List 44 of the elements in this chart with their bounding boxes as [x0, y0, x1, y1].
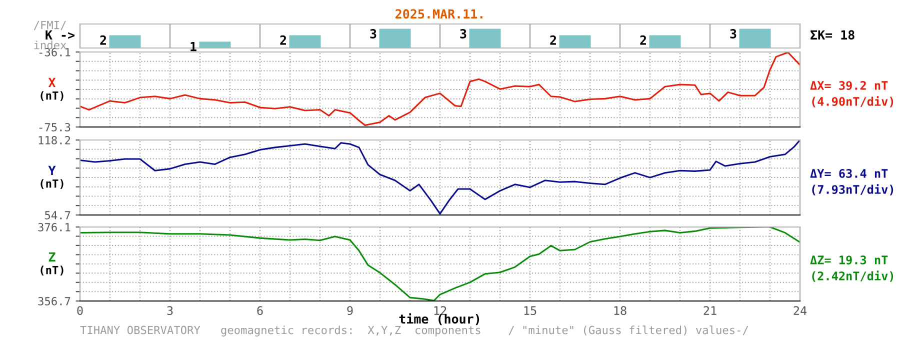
y-tick-label: 356.7 — [38, 297, 70, 306]
y-axis-title: K -> — [46, 30, 75, 40]
y-axis-title: Z — [48, 252, 56, 262]
text: (nT) — [40, 266, 64, 276]
text: ΔZ= 19.3 nT — [810, 255, 888, 264]
data-label: 3 — [370, 29, 376, 38]
chart-title: 2025.MAR.11. — [396, 9, 482, 19]
x-tick-label: 12 — [434, 306, 446, 315]
y-tick-label: 376.1 — [38, 223, 70, 232]
y-tick-label: -75.3 — [39, 123, 70, 132]
x-tick-label: 15 — [524, 306, 536, 316]
line-series — [80, 140, 800, 215]
line-series — [80, 52, 800, 126]
data-label: 2 — [640, 35, 646, 45]
x-tick-label: 9 — [347, 306, 353, 316]
text: (nT) — [40, 91, 64, 102]
text: index — [34, 40, 66, 50]
data-label: 3 — [460, 29, 466, 38]
y-axis-title: X — [48, 78, 56, 87]
y-tick-label: 118.2 — [38, 136, 70, 144]
x-tick-label: 21 — [704, 306, 716, 315]
text: ΣK= 18 — [810, 30, 854, 40]
data-label: 2 — [550, 35, 556, 45]
text: (7.93nT/div) — [812, 184, 894, 196]
text: TIHANY OBSERVATORY geomagnetic records: X,Y,Z components / "minute" (Gauss filtered) values-/ — [80, 326, 748, 336]
text: (2.42nT/div) — [812, 270, 894, 282]
text: (4.90nT/div) — [812, 96, 894, 108]
text: ΔX= 39.2 nT — [810, 80, 888, 90]
y-tick-label: -36.1 — [39, 48, 70, 56]
x-tick-label: 0 — [77, 306, 83, 316]
text: ΔY= 63.4 nT — [810, 168, 888, 178]
data-label: 1 — [190, 42, 196, 52]
data-label: 3 — [730, 29, 736, 38]
x-tick-label: 6 — [257, 306, 263, 316]
x-tick-label: 18 — [614, 306, 626, 316]
y-tick-label: 54.7 — [44, 211, 70, 220]
line-series — [80, 227, 800, 301]
data-label: 2 — [280, 35, 286, 45]
x-tick-label: 24 — [794, 306, 807, 315]
text: /FMI/ — [34, 20, 66, 30]
x-tick-label: 3 — [167, 306, 173, 316]
data-label: 2 — [100, 35, 106, 45]
text: (nT) — [40, 179, 64, 190]
y-axis-title: Y — [48, 166, 56, 175]
